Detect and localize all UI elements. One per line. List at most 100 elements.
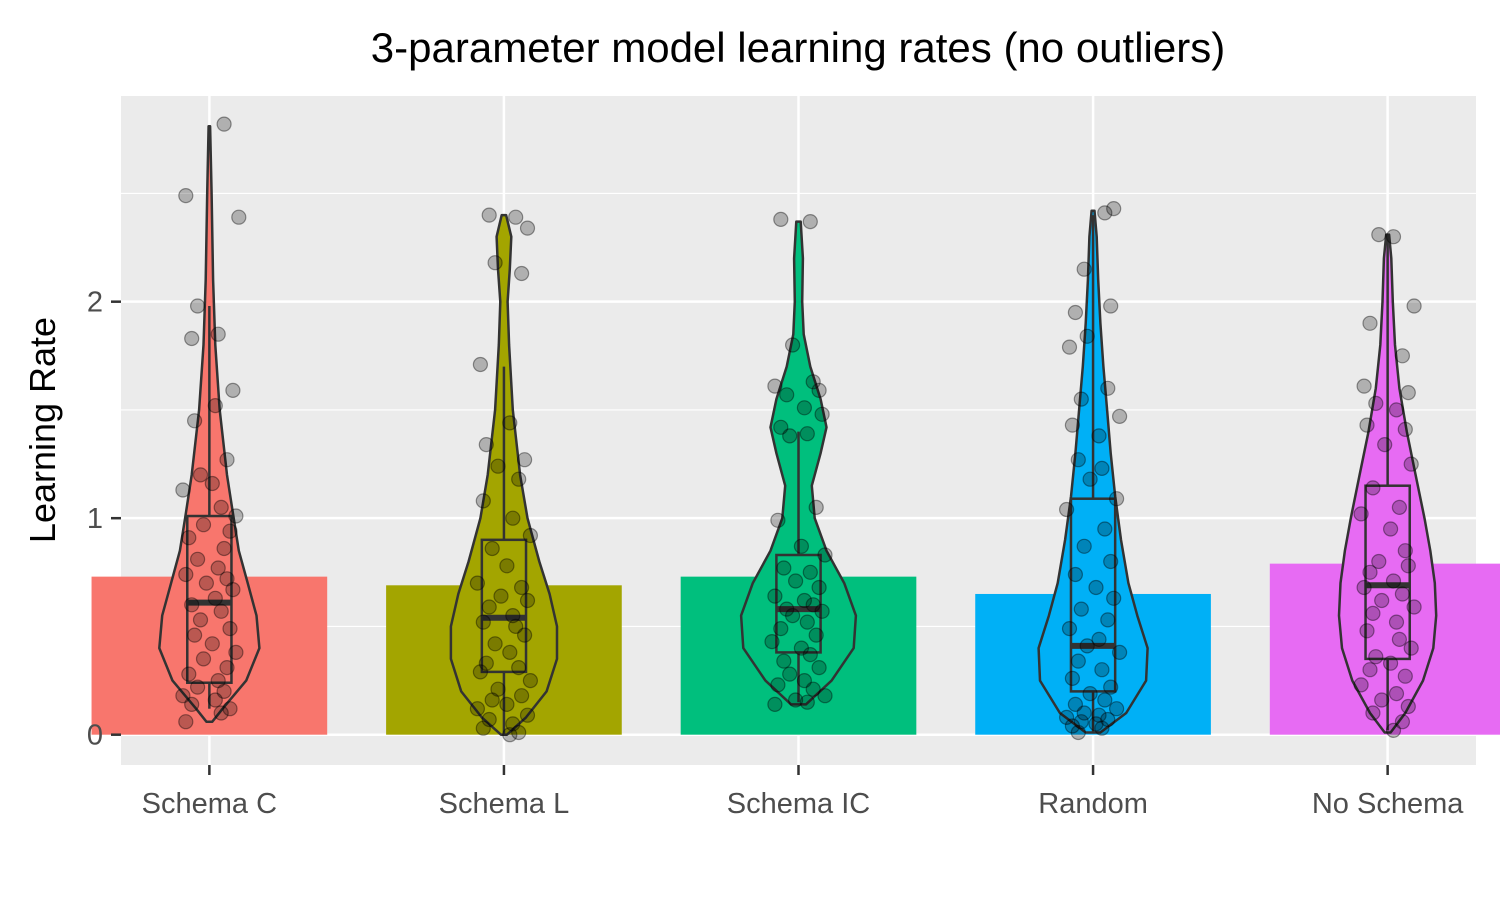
data-point bbox=[204, 636, 220, 652]
data-point bbox=[1061, 620, 1078, 637]
data-point bbox=[1079, 638, 1095, 654]
data-point bbox=[175, 482, 191, 498]
data-point bbox=[207, 398, 223, 414]
data-point bbox=[204, 475, 220, 492]
data-point bbox=[1088, 716, 1104, 732]
data-point bbox=[808, 499, 824, 515]
data-point bbox=[481, 599, 497, 615]
data-point bbox=[195, 651, 212, 667]
data-point bbox=[784, 337, 801, 353]
data-point bbox=[181, 666, 197, 682]
data-point bbox=[1391, 499, 1408, 515]
data-point bbox=[1394, 714, 1411, 730]
data-point bbox=[481, 711, 497, 728]
data-point bbox=[796, 672, 813, 689]
data-point bbox=[814, 406, 830, 422]
data-point bbox=[207, 692, 223, 708]
data-point bbox=[1064, 718, 1081, 734]
data-point bbox=[1091, 428, 1107, 444]
data-point bbox=[475, 493, 491, 509]
data-point bbox=[1100, 380, 1116, 396]
data-point bbox=[192, 612, 209, 628]
data-point bbox=[490, 458, 506, 474]
data-point bbox=[210, 672, 226, 689]
data-point bbox=[219, 452, 235, 468]
data-point bbox=[1388, 402, 1405, 418]
data-point bbox=[1368, 395, 1384, 411]
data-point bbox=[1076, 538, 1092, 554]
data-point bbox=[192, 467, 209, 483]
data-point bbox=[767, 588, 783, 604]
data-point bbox=[1353, 506, 1369, 522]
data-point bbox=[490, 681, 506, 697]
data-point bbox=[1388, 614, 1405, 630]
data-point bbox=[1359, 623, 1375, 639]
data-point bbox=[1070, 724, 1086, 741]
data-point bbox=[1400, 385, 1416, 401]
data-point bbox=[773, 211, 789, 227]
data-point bbox=[1359, 417, 1375, 433]
data-point bbox=[190, 679, 206, 695]
data-point bbox=[1365, 480, 1381, 496]
data-point bbox=[198, 575, 214, 591]
data-point bbox=[1377, 437, 1393, 453]
data-point bbox=[767, 378, 783, 394]
data-point bbox=[178, 566, 194, 583]
data-point bbox=[1091, 707, 1107, 723]
data-point bbox=[472, 664, 488, 680]
data-point bbox=[1400, 698, 1416, 715]
x-tick-label: Schema L bbox=[439, 788, 570, 820]
data-point bbox=[475, 614, 491, 630]
data-point bbox=[519, 220, 536, 236]
data-point bbox=[1385, 722, 1402, 739]
data-point bbox=[764, 633, 780, 650]
data-point bbox=[1356, 579, 1372, 596]
data-point bbox=[1362, 564, 1378, 580]
data-point bbox=[1406, 599, 1422, 615]
data-point bbox=[1097, 205, 1113, 221]
data-point bbox=[487, 636, 503, 652]
x-tick-label: Schema IC bbox=[727, 788, 870, 820]
data-point bbox=[228, 644, 244, 661]
data-point bbox=[472, 356, 488, 373]
data-point bbox=[1362, 662, 1378, 678]
data-point bbox=[773, 620, 789, 637]
data-point bbox=[508, 209, 524, 225]
data-point bbox=[1385, 229, 1402, 245]
data-point bbox=[1374, 592, 1390, 609]
data-point bbox=[1067, 304, 1084, 321]
data-point bbox=[184, 597, 200, 613]
box bbox=[186, 514, 233, 684]
data-point bbox=[1094, 460, 1110, 476]
data-point bbox=[481, 207, 497, 223]
data-point bbox=[1067, 696, 1084, 713]
data-point bbox=[770, 677, 786, 693]
data-point bbox=[499, 558, 515, 574]
data-point bbox=[1073, 714, 1089, 730]
data-point bbox=[811, 659, 827, 676]
data-point bbox=[216, 116, 232, 132]
data-point bbox=[796, 400, 813, 416]
data-point bbox=[767, 696, 783, 713]
data-point bbox=[805, 597, 821, 613]
data-point bbox=[1391, 631, 1408, 648]
data-point bbox=[1079, 328, 1095, 344]
data-point bbox=[1103, 298, 1119, 314]
data-point bbox=[502, 415, 518, 431]
data-point bbox=[516, 627, 533, 643]
data-point bbox=[1365, 605, 1381, 622]
data-point bbox=[1400, 558, 1416, 574]
data-point bbox=[1082, 685, 1098, 702]
data-point bbox=[1382, 655, 1399, 671]
data-point bbox=[1356, 378, 1372, 394]
data-point bbox=[1374, 692, 1390, 708]
data-point bbox=[178, 188, 194, 204]
data-point bbox=[1365, 705, 1381, 721]
data-point bbox=[1397, 421, 1413, 437]
y-tick-label: 1 bbox=[87, 503, 103, 535]
data-point bbox=[1103, 553, 1119, 570]
data-point bbox=[1100, 711, 1116, 728]
data-point bbox=[207, 590, 223, 606]
x-tick-label: Random bbox=[1038, 788, 1148, 820]
data-point bbox=[469, 701, 485, 717]
